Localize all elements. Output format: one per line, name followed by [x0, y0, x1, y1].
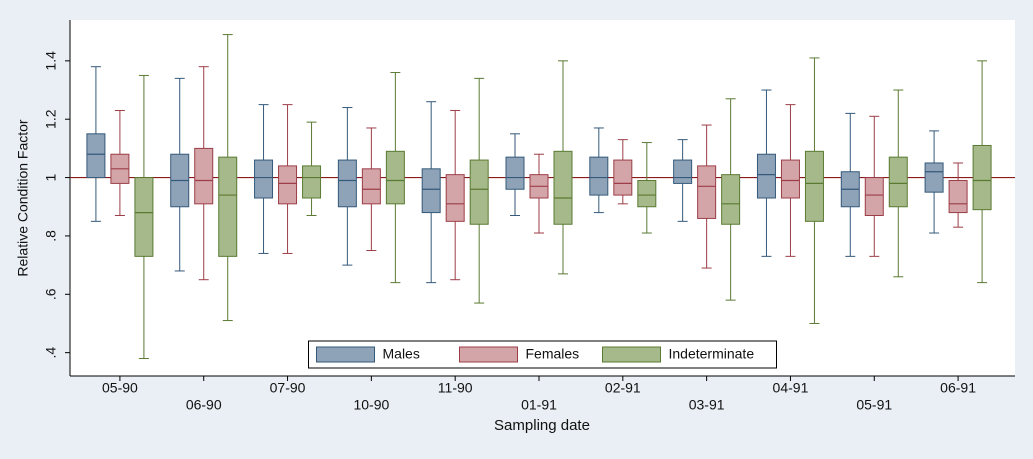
box: [505, 156, 525, 190]
box: [469, 159, 489, 225]
x-tick-label: 10-90: [353, 397, 389, 413]
box: [673, 159, 693, 184]
box: [697, 165, 717, 219]
box: [804, 150, 824, 222]
box: [637, 179, 657, 208]
y-tick-label: .6: [43, 288, 59, 300]
box: [721, 174, 741, 225]
box: [278, 165, 298, 205]
box: [445, 174, 465, 222]
legend-swatch: [602, 346, 661, 363]
x-axis-title: Sampling date: [494, 417, 590, 434]
legend-label: Females: [526, 346, 580, 362]
box: [888, 156, 908, 208]
x-tick-label: 11-90: [438, 380, 473, 396]
box: [589, 156, 609, 196]
x-tick-label: 02-91: [605, 380, 641, 396]
x-tick-label: 06-91: [940, 380, 976, 396]
y-axis-title: Relative Condition Factor: [15, 119, 31, 277]
box: [780, 159, 800, 199]
box: [254, 159, 274, 199]
x-tick-label: 05-90: [102, 380, 138, 396]
box: [337, 159, 357, 208]
box: [421, 168, 441, 214]
x-tick-label: 06-90: [186, 397, 222, 413]
x-tick-label: 03-91: [689, 397, 725, 413]
y-tick-label: 1: [43, 173, 59, 181]
legend-label: Males: [383, 346, 420, 362]
y-tick-label: 1.4: [43, 51, 59, 71]
box: [86, 133, 106, 179]
box: [864, 177, 884, 217]
box: [385, 150, 405, 205]
box: [553, 150, 573, 225]
legend-swatch: [459, 346, 518, 363]
box: [361, 168, 381, 205]
x-tick-label: 04-91: [773, 380, 809, 396]
box: [948, 179, 968, 214]
box: [924, 162, 944, 193]
box: [218, 156, 238, 257]
y-tick-label: 1.2: [43, 109, 59, 129]
box: [134, 177, 154, 257]
x-tick-label: 05-91: [856, 397, 892, 413]
y-tick-label: .8: [43, 230, 59, 242]
box: [194, 147, 214, 205]
box: [972, 144, 992, 211]
box: [302, 165, 322, 199]
x-tick-label: 07-90: [270, 380, 306, 396]
box: [613, 159, 633, 196]
legend-label: Indeterminate: [669, 346, 755, 362]
x-tick-label: 01-91: [521, 397, 557, 413]
box: [756, 153, 776, 199]
legend: [308, 340, 777, 369]
y-tick-label: .4: [43, 347, 59, 359]
legend-swatch: [316, 346, 375, 363]
